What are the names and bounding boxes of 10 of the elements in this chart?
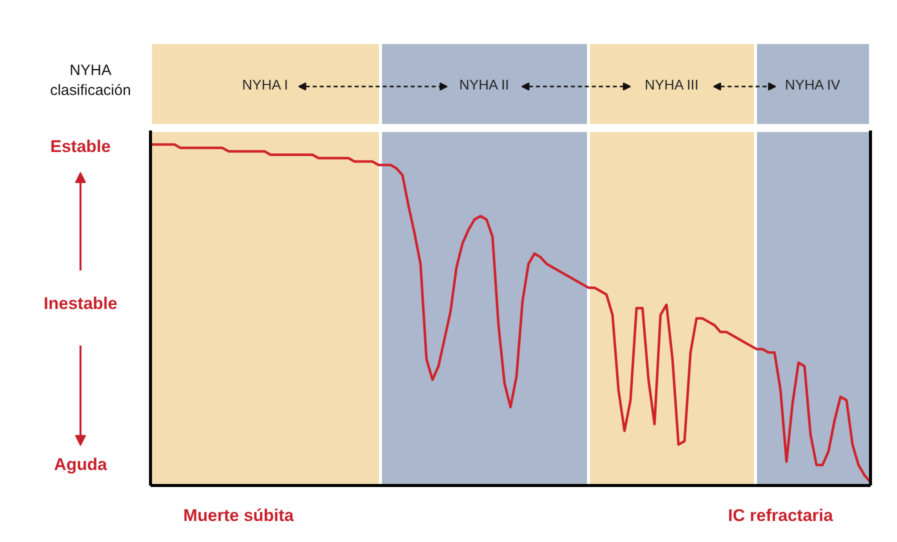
text: NYHA clasificación xyxy=(50,62,131,99)
text: Muerte súbita xyxy=(183,506,294,525)
text: Aguda xyxy=(54,455,108,474)
text: NYHA III xyxy=(644,76,698,92)
text: NYHA I xyxy=(242,76,288,92)
text: NYHA II xyxy=(459,76,510,92)
text: IC refractaria xyxy=(728,506,834,525)
text: NYHA IV xyxy=(784,76,841,92)
text: Estable xyxy=(50,137,111,156)
text: Inestable xyxy=(44,294,118,313)
